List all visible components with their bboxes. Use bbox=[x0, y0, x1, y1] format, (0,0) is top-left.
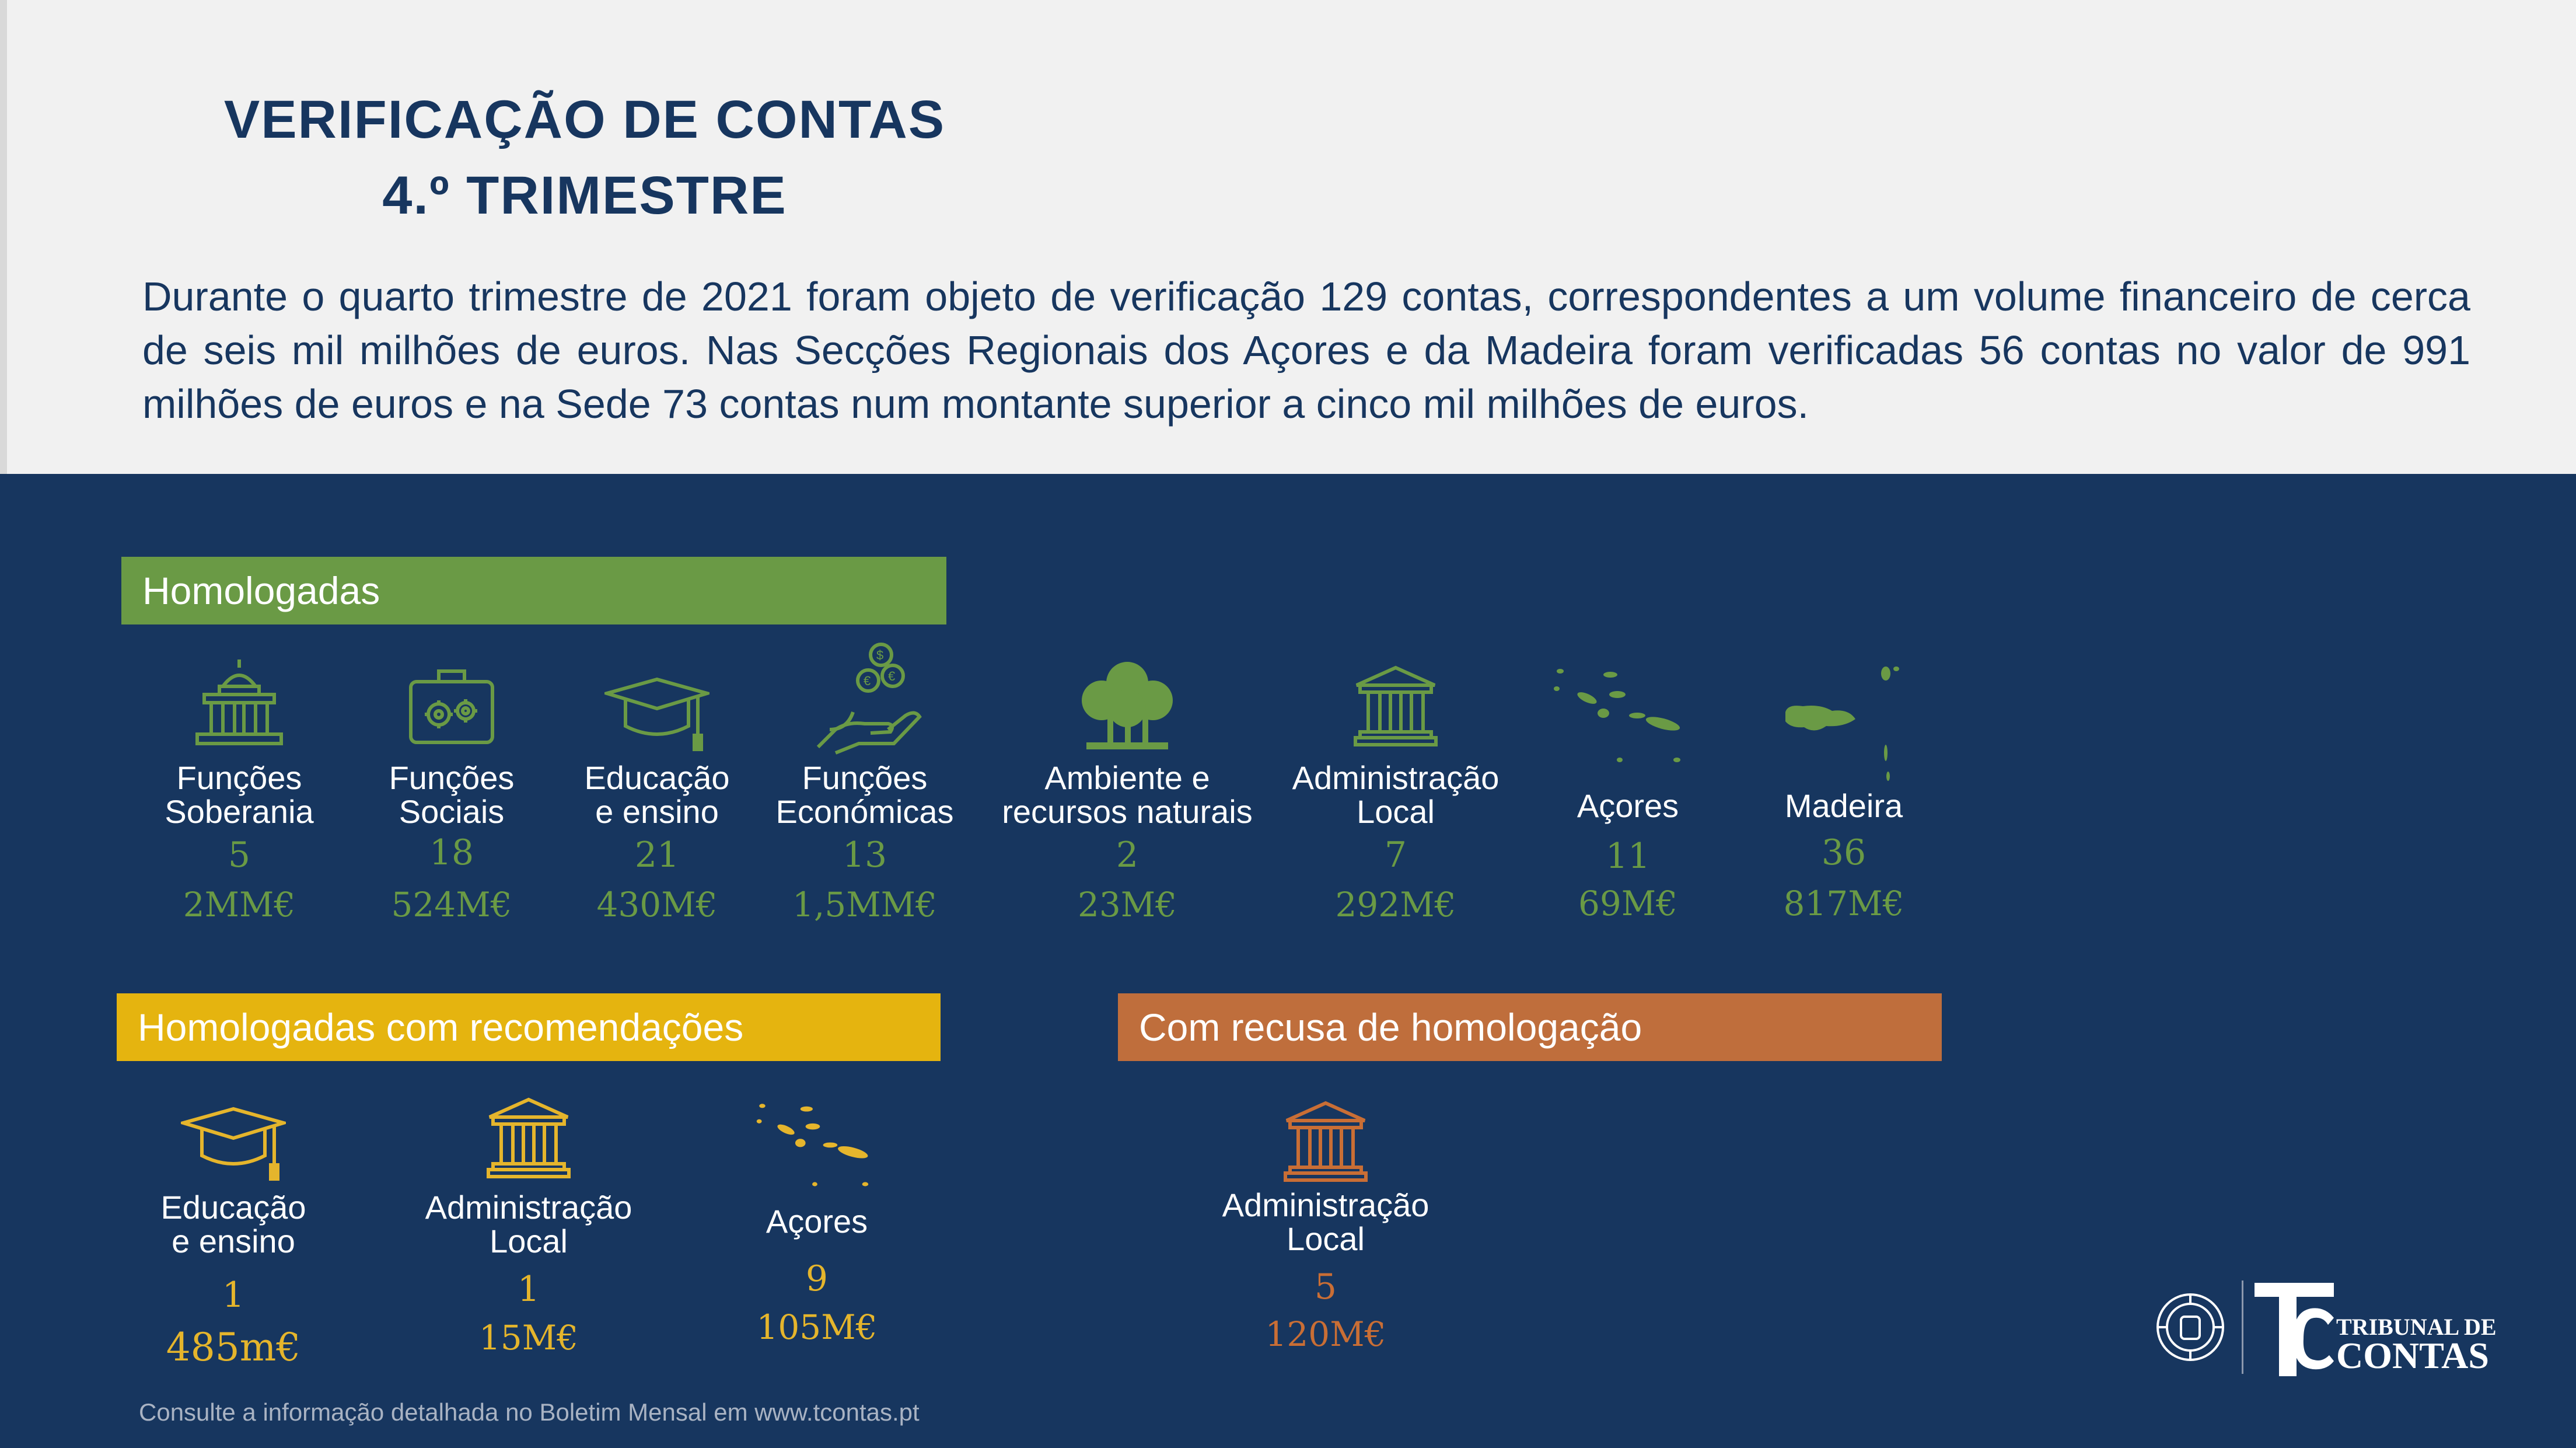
homologadas-item-sociais: Funções Sociais 18 524M€ bbox=[306, 660, 597, 934]
header-panel: VERIFICAÇÃO DE CONTAS 4.º TRIMESTRE Dura… bbox=[0, 0, 2576, 474]
recusa-item-adminlocal: Administração Local 5 120M€ bbox=[1180, 1097, 1471, 1372]
homologadas-item-soberania: Funções Soberania 5 2MM€ bbox=[93, 660, 385, 934]
homologadas-item-ambiente: Ambiente e recursos naturais 2 23M€ bbox=[981, 660, 1273, 934]
item-label-1: Funções bbox=[176, 759, 302, 796]
item-label-1: Administração bbox=[1222, 1187, 1429, 1223]
logo-divider bbox=[2242, 1280, 2243, 1374]
item-value: 23M€ bbox=[1077, 885, 1177, 924]
item-label-1: Ambiente e bbox=[1044, 759, 1210, 796]
item-label-1: Educação bbox=[584, 759, 730, 796]
footer-note: Consulte a informação detalhada no Bolet… bbox=[139, 1398, 920, 1426]
title-line-2: 4.º TRIMESTRE bbox=[382, 166, 787, 225]
title-line-1: VERIFICAÇÃO DE CONTAS bbox=[223, 90, 946, 149]
item-count: 5 bbox=[1314, 1266, 1337, 1307]
item-value: 485m€ bbox=[166, 1325, 301, 1370]
hand-coins-icon: $ € € bbox=[812, 642, 923, 759]
item-label-1: Funções bbox=[389, 759, 515, 796]
homologadas-item-economicas: $ € € Funções Económicas 13 1,5MM€ bbox=[719, 642, 1011, 934]
item-label-1: Funções bbox=[802, 759, 928, 796]
svg-text:€: € bbox=[888, 669, 895, 683]
town-hall-icon bbox=[485, 1097, 572, 1179]
homologadas-item-educacao: Educação e ensino 21 430M€ bbox=[511, 660, 803, 934]
item-label-1: Açores bbox=[766, 1203, 868, 1240]
item-value: 120M€ bbox=[1265, 1314, 1386, 1354]
item-label-2: Local bbox=[1287, 1220, 1365, 1257]
item-count: 5 bbox=[228, 835, 251, 875]
recusa-header: Com recusa de homologação bbox=[1118, 993, 1942, 1061]
recomendacoes-item-adminlocal: Administração Local 1 15M€ bbox=[383, 1095, 674, 1369]
town-hall-icon bbox=[1282, 1101, 1369, 1182]
item-label-2: Económicas bbox=[775, 793, 954, 830]
item-label-1: Educação bbox=[160, 1189, 306, 1226]
azores-map-icon bbox=[1552, 665, 1692, 765]
item-count: 1 bbox=[222, 1275, 245, 1316]
town-hall-icon bbox=[1352, 665, 1439, 747]
item-count: 13 bbox=[842, 835, 887, 875]
item-label-1: Administração bbox=[1292, 759, 1500, 796]
logo-line-1: TRIBUNAL DE bbox=[2336, 1314, 2497, 1340]
item-value: 69M€ bbox=[1578, 884, 1678, 923]
item-count: 2 bbox=[1116, 835, 1139, 875]
item-label-2: Local bbox=[1357, 793, 1435, 830]
graduation-cap-icon bbox=[181, 1107, 286, 1182]
recomendacoes-header-label: Homologadas com recomendações bbox=[138, 1006, 744, 1049]
item-count: 21 bbox=[634, 835, 680, 875]
coat-of-arms-icon bbox=[2156, 1293, 2224, 1361]
item-count: 1 bbox=[517, 1269, 540, 1310]
toolbox-gears-icon bbox=[405, 668, 498, 747]
homologadas-item-madeira: Madeira 36 817M€ bbox=[1698, 665, 1990, 934]
homologadas-header-label: Homologadas bbox=[142, 569, 380, 612]
item-label-2: Sociais bbox=[399, 793, 505, 830]
svg-text:€: € bbox=[864, 674, 871, 688]
item-label-2: e ensino bbox=[595, 793, 719, 830]
logo-line-2: CONTAS bbox=[2336, 1335, 2489, 1376]
page-title: VERIFICAÇÃO DE CONTAS 4.º TRIMESTRE bbox=[7, 82, 1162, 233]
homologadas-item-acores: Açores 11 69M€ bbox=[1482, 665, 1774, 934]
recomendacoes-header: Homologadas com recomendações bbox=[117, 993, 941, 1061]
item-label-2: Local bbox=[490, 1223, 568, 1259]
intro-paragraph: Durante o quarto trimestre de 2021 foram… bbox=[142, 274, 2470, 427]
azores-map-icon bbox=[747, 1101, 887, 1188]
item-label-1: Madeira bbox=[1784, 787, 1903, 824]
svg-text:$: $ bbox=[876, 648, 883, 662]
item-label-1: Açores bbox=[1577, 787, 1679, 824]
homologadas-item-adminlocal: Administração Local 7 292M€ bbox=[1250, 660, 1542, 934]
item-label-2: Soberania bbox=[165, 793, 314, 830]
item-count: 7 bbox=[1384, 835, 1407, 875]
item-value: 430M€ bbox=[596, 885, 718, 924]
item-label-2: e ensino bbox=[172, 1223, 295, 1259]
item-value: 105M€ bbox=[756, 1307, 878, 1347]
item-value: 524M€ bbox=[391, 885, 512, 924]
item-count: 9 bbox=[805, 1258, 829, 1299]
item-value: 1,5MM€ bbox=[792, 885, 937, 924]
tribunal-logo: TRIBUNAL DE CONTAS bbox=[2154, 1278, 2504, 1383]
recomendacoes-item-educacao: Educação e ensino 1 485m€ bbox=[88, 1102, 379, 1376]
item-value: 817M€ bbox=[1783, 884, 1904, 923]
recusa-header-label: Com recusa de homologação bbox=[1139, 1006, 1642, 1049]
graduation-cap-icon bbox=[604, 677, 709, 753]
item-count: 36 bbox=[1821, 832, 1867, 873]
item-label-1: Administração bbox=[425, 1189, 632, 1226]
trees-icon bbox=[1075, 660, 1180, 753]
homologadas-header: Homologadas bbox=[121, 557, 946, 624]
government-building-icon bbox=[193, 660, 286, 747]
item-label-2: recursos naturais bbox=[1002, 793, 1253, 830]
item-count: 11 bbox=[1605, 836, 1651, 877]
item-value: 292M€ bbox=[1335, 885, 1456, 924]
madeira-map-icon bbox=[1750, 665, 1902, 782]
item-value: 15M€ bbox=[478, 1318, 579, 1358]
tc-monogram-icon bbox=[2255, 1283, 2334, 1376]
item-value: 2MM€ bbox=[183, 885, 296, 924]
item-count: 18 bbox=[429, 832, 474, 873]
recomendacoes-item-acores: Açores 9 105M€ bbox=[671, 1101, 963, 1369]
